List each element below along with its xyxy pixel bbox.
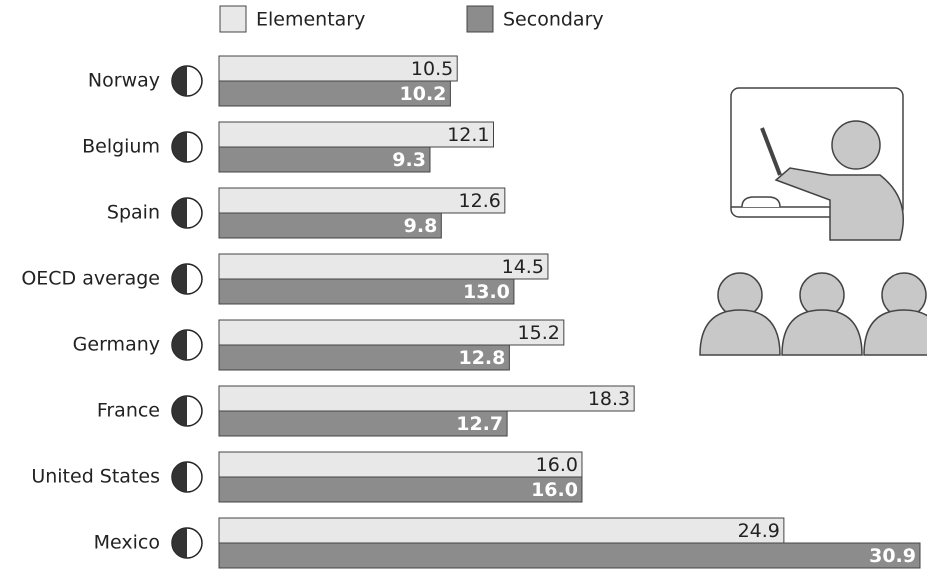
value-label: 30.9 <box>869 545 916 567</box>
bar <box>218 55 458 82</box>
value-label: 12.8 <box>458 347 505 369</box>
legend-swatch <box>219 5 247 33</box>
bar <box>218 212 442 239</box>
category-label: Belgium <box>82 136 160 158</box>
value-label: 16.0 <box>536 454 578 476</box>
flag-icon <box>172 264 187 294</box>
value-label: 9.3 <box>392 149 426 171</box>
category-label: United States <box>31 466 160 488</box>
value-label: 10.2 <box>400 83 447 105</box>
category-label: France <box>97 400 160 422</box>
bar <box>218 451 583 478</box>
value-label: 16.0 <box>531 479 578 501</box>
bar <box>218 121 495 148</box>
category-label: Spain <box>107 202 160 224</box>
flag-icon <box>172 462 187 492</box>
value-label: 12.7 <box>456 413 503 435</box>
bar <box>218 319 565 346</box>
legend-label: Secondary <box>503 9 604 31</box>
flag-icon <box>172 66 187 96</box>
category-label: Germany <box>73 334 160 356</box>
illustration <box>699 87 927 356</box>
bar <box>218 385 635 412</box>
value-label: 24.9 <box>738 520 780 542</box>
category-label: Norway <box>88 70 160 92</box>
bar <box>218 517 785 544</box>
flag-icon <box>172 132 187 162</box>
value-label: 12.6 <box>459 190 501 212</box>
bar <box>218 80 451 107</box>
flag-icon <box>172 528 187 558</box>
bar <box>218 344 510 371</box>
value-label: 9.8 <box>404 215 438 237</box>
category-label: OECD average <box>21 268 160 290</box>
flag-icon <box>172 330 187 360</box>
value-label: 10.5 <box>411 58 453 80</box>
value-label: 15.2 <box>518 322 560 344</box>
bar <box>218 410 508 437</box>
value-label: 12.1 <box>447 124 489 146</box>
flag-icon <box>172 396 187 426</box>
bar <box>218 476 583 503</box>
bar <box>218 146 431 173</box>
value-label: 18.3 <box>588 388 630 410</box>
value-label: 14.5 <box>502 256 544 278</box>
legend-swatch <box>466 5 494 33</box>
bar <box>218 278 515 305</box>
flag-icon <box>172 198 187 228</box>
value-label: 13.0 <box>463 281 510 303</box>
bar <box>218 253 549 280</box>
category-label: Mexico <box>94 532 160 554</box>
legend-label: Elementary <box>256 9 365 31</box>
bar <box>218 542 921 569</box>
